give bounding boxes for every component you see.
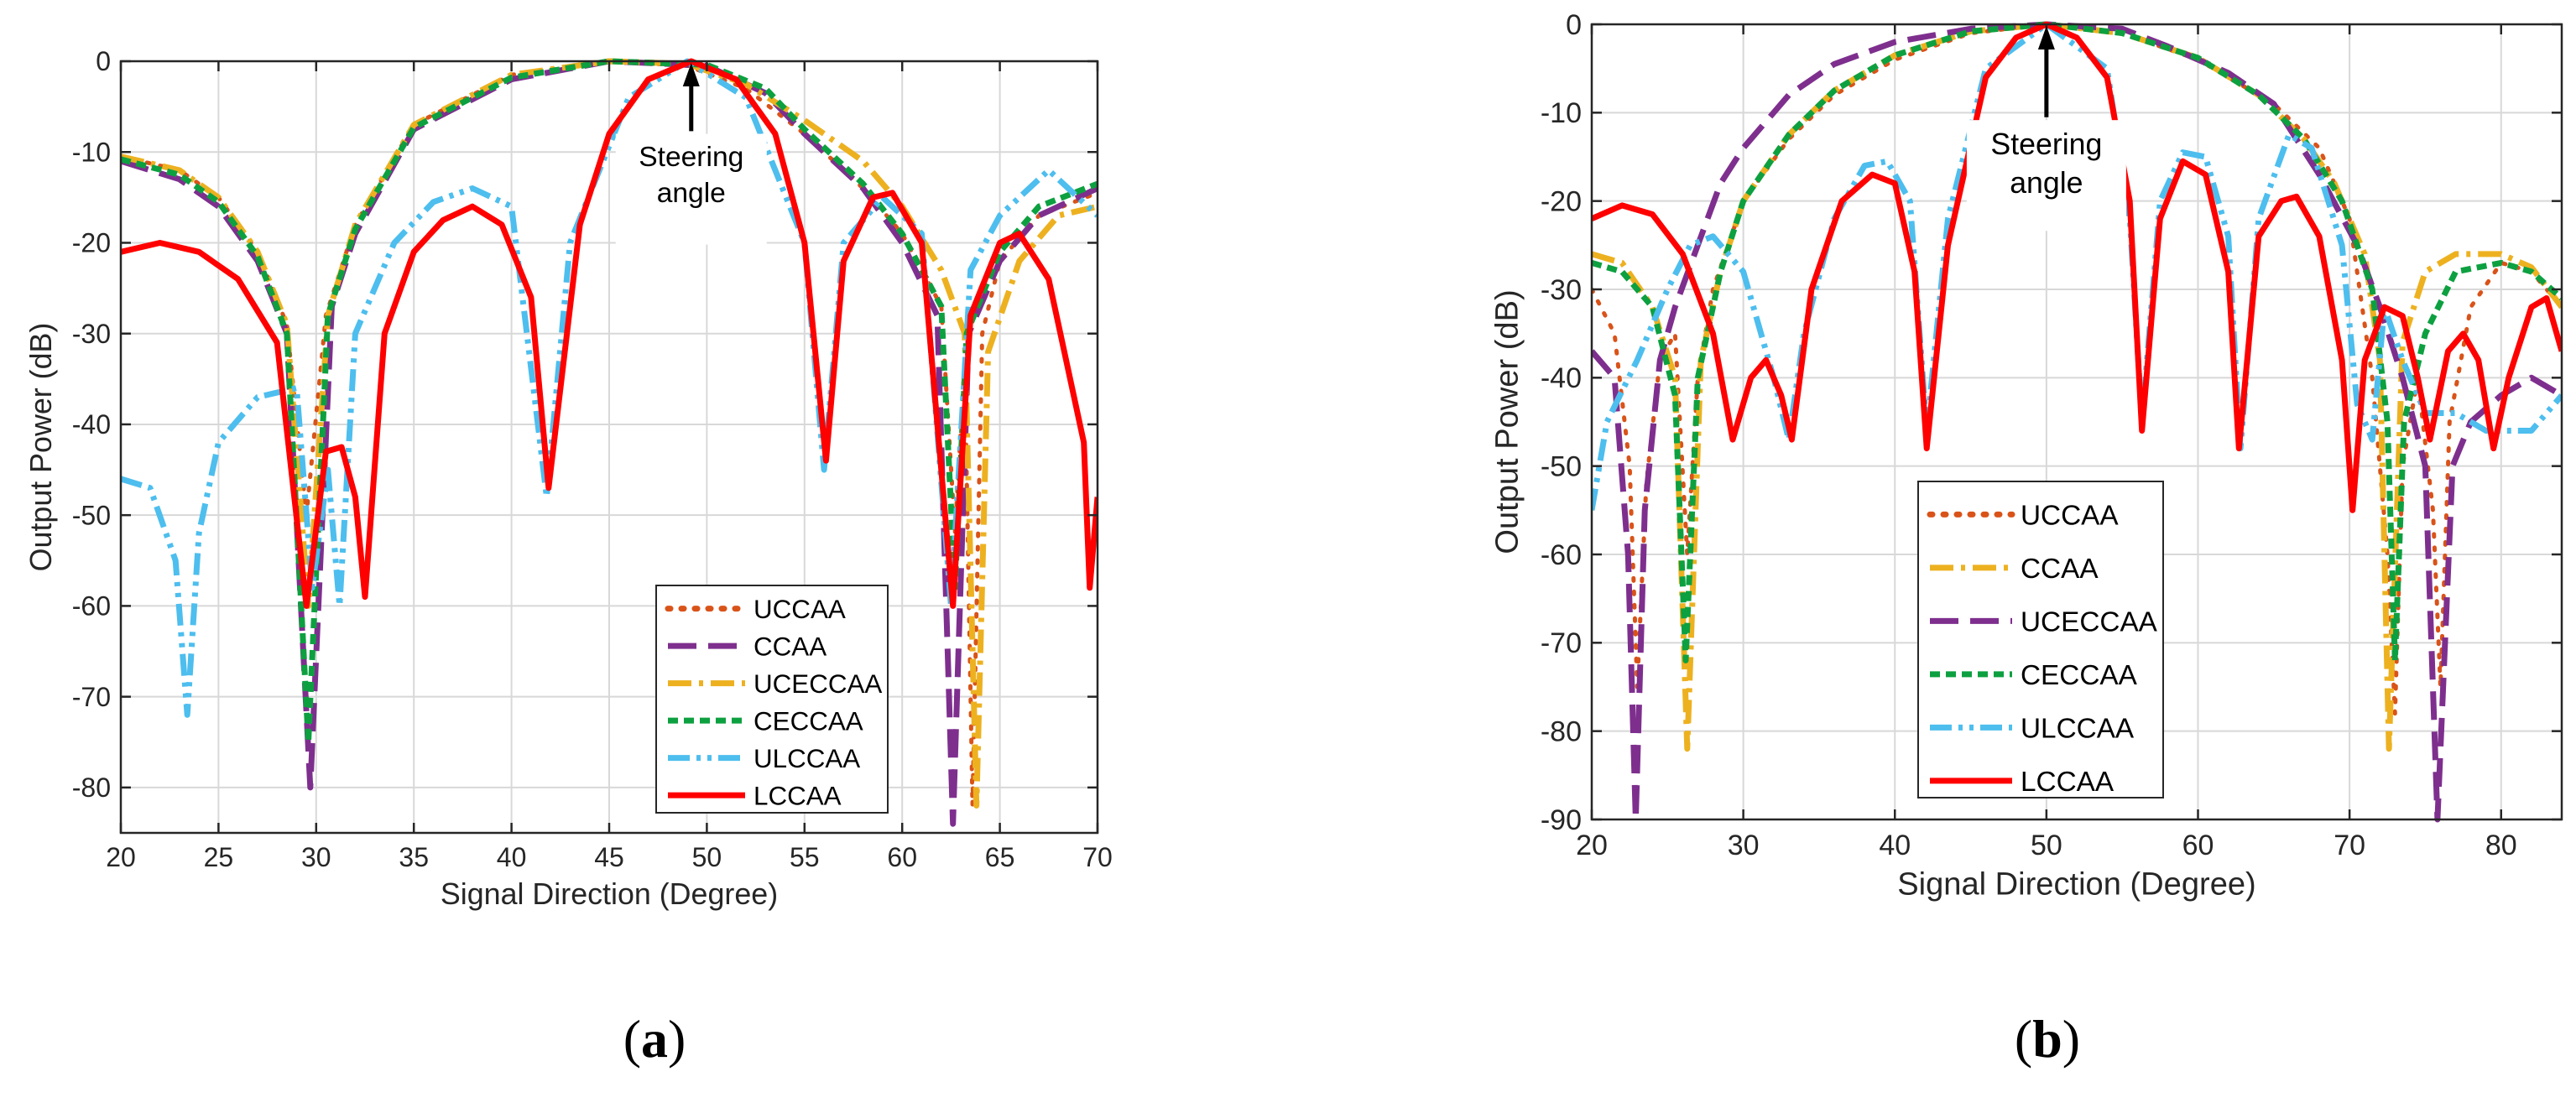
x-tick-label: 30 <box>1728 830 1760 861</box>
y-axis-label: Output Power (dB) <box>1490 289 1525 554</box>
x-tick-label: 55 <box>790 842 820 872</box>
x-tick-label: 40 <box>1879 830 1911 861</box>
y-tick-label: -40 <box>1541 362 1582 394</box>
x-tick-label: 50 <box>2031 830 2062 861</box>
legend-label-ulccaa: ULCCAA <box>2021 714 2135 745</box>
series-line-ulccaa <box>121 58 1098 718</box>
y-tick-label: -10 <box>1541 97 1582 129</box>
tick-marks <box>1590 23 2562 821</box>
annotation-text: Steering <box>1990 127 2102 161</box>
legend-label-ulccaa: ULCCAA <box>754 744 860 773</box>
y-tick-label: -70 <box>72 682 111 712</box>
y-tick-label: -90 <box>1541 804 1582 836</box>
tick-marks <box>119 60 1099 833</box>
legend-label-uceccaa: UCECCAA <box>754 669 882 699</box>
y-tick-label: -20 <box>72 228 111 258</box>
panel-label: (a) <box>623 1009 686 1069</box>
x-tick-label: 50 <box>692 842 722 872</box>
x-tick-label: 65 <box>985 842 1015 872</box>
x-tick-label: 60 <box>2182 830 2214 861</box>
legend-label-uccaa: UCCAA <box>754 595 846 624</box>
x-axis-label: Signal Direction (Degree) <box>441 877 778 911</box>
legend-label-uccaa: UCCAA <box>2021 501 2119 532</box>
panel-label-open: ( <box>2015 1009 2032 1069</box>
series-line-lccaa <box>1592 21 2562 513</box>
y-tick-label: -80 <box>1541 716 1582 748</box>
series-line-ceccaa <box>1592 21 2562 663</box>
steering-angle-annotation: Steering angle <box>1966 26 2126 231</box>
annotation-arrow-head <box>2037 26 2055 49</box>
annotation-box <box>1966 120 2126 231</box>
y-tick-label: -30 <box>72 319 111 349</box>
y-tick-label: -30 <box>1541 274 1582 306</box>
y-tick-label: -60 <box>72 591 111 622</box>
legend: UCCAA CCAA UCECCAA CECCAA ULCCAA LCCAA <box>655 585 889 814</box>
series-line-ccaa <box>121 58 1098 827</box>
x-tick-label: 35 <box>399 842 429 872</box>
legend-box <box>1917 481 2164 798</box>
annotation-arrow-head <box>682 63 700 86</box>
steering-angle-annotation: Steering angle <box>615 63 767 245</box>
legend-label-ceccaa: CECCAA <box>754 707 863 736</box>
x-tick-label: 70 <box>1082 842 1113 872</box>
panel-label-close: ) <box>2062 1009 2080 1069</box>
x-axis-label: Signal Direction (Degree) <box>1897 867 2256 903</box>
chart-a: 20 25 30 35 40 45 50 55 60 65 70 0 -10 -20 -30 -40 -50 -6… <box>24 46 1113 1069</box>
legend-label-ccaa: CCAA <box>2021 554 2099 585</box>
x-tick-label: 60 <box>887 842 917 872</box>
annotation-box <box>615 133 767 245</box>
panel-label-open: ( <box>623 1009 641 1069</box>
x-tick-label: 40 <box>497 842 527 872</box>
legend-box <box>655 585 889 814</box>
y-tick-label: -20 <box>1541 186 1582 218</box>
y-tick-label: -50 <box>72 500 111 530</box>
x-tick-label: 25 <box>204 842 234 872</box>
y-tick-label: -80 <box>72 772 111 803</box>
annotation-text: angle <box>657 178 726 209</box>
x-tick-label: 20 <box>106 842 136 872</box>
y-tick-label: -40 <box>72 409 111 440</box>
y-tick-label: -70 <box>1541 627 1582 659</box>
y-tick-label: -50 <box>1541 451 1582 483</box>
legend-label-lccaa: LCCAA <box>2021 767 2115 798</box>
legend: UCCAA CCAA UCECCAA CECCAA ULCCAA LCCAA <box>1917 481 2164 798</box>
x-tick-label: 80 <box>2485 830 2517 861</box>
x-tick-label: 30 <box>301 842 331 872</box>
series-line-lccaa <box>121 58 1098 609</box>
legend-label-lccaa: LCCAA <box>754 782 842 811</box>
chart-b: 20 30 40 50 60 70 80 0 -10 -20 -30 -40 -50 -60 -70 -80 -… <box>1490 9 2563 1069</box>
series-line-uccaa <box>121 59 1098 808</box>
panel-label-letter: b <box>2032 1009 2062 1069</box>
series-group <box>121 58 1098 827</box>
y-tick-label: -10 <box>72 137 111 167</box>
panel-label-letter: a <box>641 1009 668 1069</box>
series-group <box>1592 21 2562 823</box>
panel-label-close: ) <box>668 1009 686 1069</box>
series-line-ulccaa <box>1592 21 2562 511</box>
y-tick-label: 0 <box>96 46 111 76</box>
axes-frame <box>1590 23 2563 821</box>
legend-label-ccaa: CCAA <box>754 632 827 662</box>
x-tick-label: 20 <box>1576 830 1608 861</box>
y-axis-label: Output Power (dB) <box>24 323 58 572</box>
x-tick-label: 45 <box>594 842 624 872</box>
y-tick-label: 0 <box>1566 9 1582 41</box>
panel-label: (b) <box>2015 1009 2080 1069</box>
legend-label-ceccaa: CECCAA <box>2021 660 2138 691</box>
x-tick-label: 70 <box>2334 830 2365 861</box>
legend-label-uceccaa: UCECCAA <box>2021 607 2158 638</box>
annotation-text: angle <box>2010 166 2083 200</box>
annotation-text: Steering <box>639 142 743 173</box>
y-tick-label: -60 <box>1541 539 1582 571</box>
